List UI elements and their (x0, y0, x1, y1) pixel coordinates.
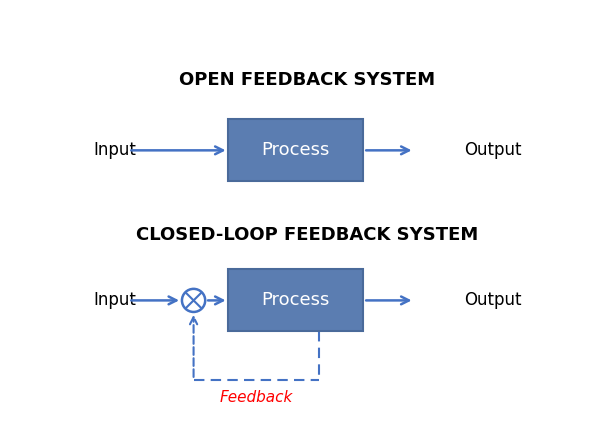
Text: Process: Process (262, 142, 330, 159)
Text: CLOSED-LOOP FEEDBACK SYSTEM: CLOSED-LOOP FEEDBACK SYSTEM (136, 226, 479, 244)
FancyBboxPatch shape (229, 119, 364, 181)
Text: Input: Input (94, 142, 136, 159)
Text: Input: Input (94, 291, 136, 310)
Text: OPEN FEEDBACK SYSTEM: OPEN FEEDBACK SYSTEM (179, 71, 436, 89)
Text: Feedback: Feedback (220, 390, 293, 405)
FancyBboxPatch shape (229, 269, 364, 332)
Text: Process: Process (262, 291, 330, 310)
Text: Output: Output (464, 291, 521, 310)
Text: Output: Output (464, 142, 521, 159)
